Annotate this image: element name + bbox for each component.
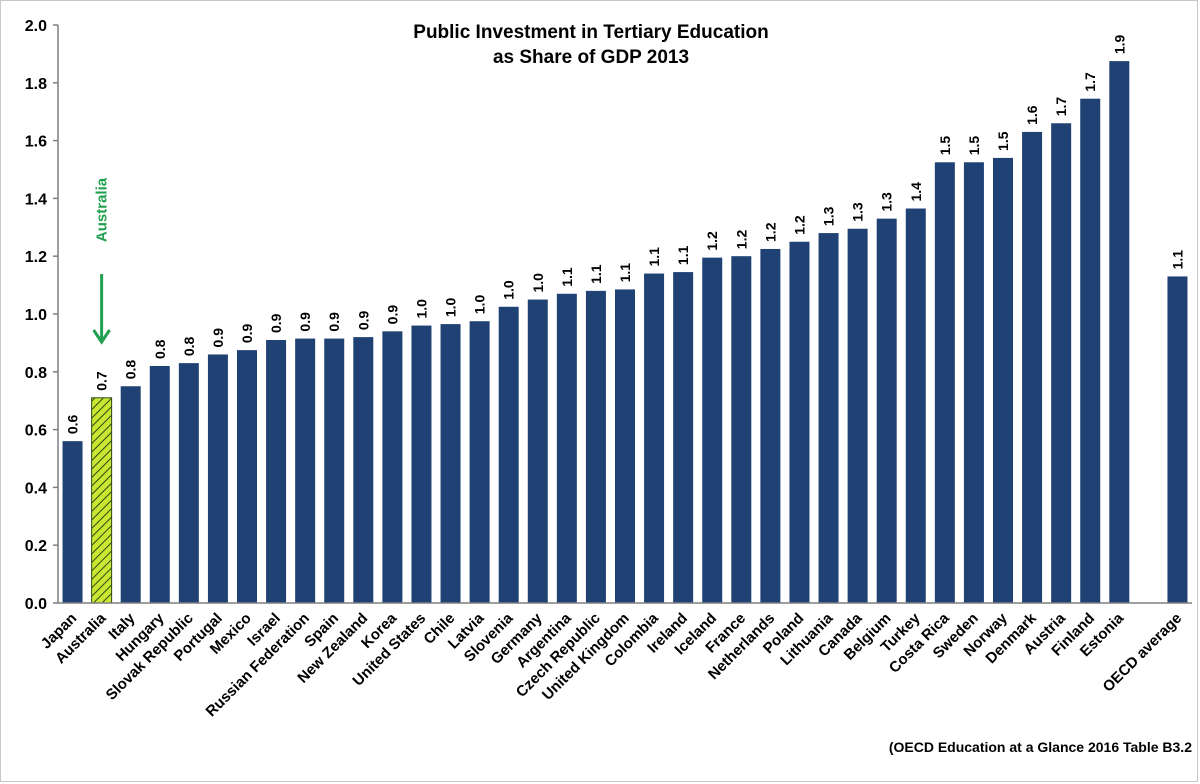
- australia-annotation: Australia: [94, 177, 111, 242]
- bar-belgium: [876, 218, 897, 603]
- value-label: 0.9: [210, 328, 226, 348]
- bar-russian-federation: [295, 338, 316, 603]
- value-label: 0.9: [326, 312, 342, 332]
- value-label: 1.6: [1024, 105, 1040, 125]
- value-label: 1.2: [791, 215, 807, 235]
- value-label: 1.3: [879, 192, 895, 212]
- value-label: 1.3: [850, 202, 866, 222]
- arrow-down-icon: [92, 274, 111, 345]
- bar-oecd-average: [1167, 276, 1188, 603]
- bar-turkey: [905, 208, 926, 603]
- value-label: 1.9: [1111, 34, 1127, 54]
- value-label: 1.5: [937, 136, 953, 156]
- y-tick-label: 0.0: [25, 596, 47, 613]
- bar-united-states: [411, 325, 432, 603]
- bar-japan: [62, 441, 83, 603]
- value-label: 1.0: [472, 295, 488, 315]
- bar-slovenia: [498, 306, 519, 603]
- value-label: 0.6: [65, 414, 81, 434]
- y-tick-label: 0.8: [25, 365, 47, 382]
- value-label: 1.5: [966, 136, 982, 156]
- value-label: 0.9: [297, 312, 313, 332]
- y-axis-ticks: 0.0 0.2 0.4 0.6 0.8 1.0 1.2 1.4 1.6 1.8 2.0: [25, 18, 58, 613]
- bar-new-zealand: [353, 337, 374, 603]
- y-tick-label: 1.0: [25, 307, 47, 324]
- value-label: 1.1: [559, 267, 575, 287]
- value-label: 1.0: [530, 273, 546, 293]
- bar-korea: [382, 331, 403, 603]
- bar-lithuania: [818, 233, 839, 603]
- bar-iceland: [702, 257, 723, 603]
- bar-hungary: [149, 366, 170, 603]
- value-label: 1.3: [821, 206, 837, 226]
- value-label: 1.5: [995, 131, 1011, 151]
- chart-subtitle: as Share of GDP 2013: [493, 47, 689, 68]
- y-tick-label: 1.2: [25, 249, 47, 266]
- value-label: 0.9: [268, 313, 284, 333]
- bar-mexico: [237, 350, 257, 603]
- value-label: 1.2: [762, 222, 778, 242]
- value-label: 1.0: [443, 297, 459, 317]
- bar-estonia: [1109, 61, 1130, 603]
- bar-france: [731, 256, 752, 603]
- bar-colombia: [644, 273, 665, 603]
- value-label: 1.7: [1053, 97, 1069, 117]
- value-label: 0.8: [123, 360, 139, 380]
- bar-germany: [527, 299, 548, 603]
- bar-italy: [120, 386, 141, 603]
- bar-czech-republic: [585, 290, 606, 603]
- value-label: 0.8: [181, 336, 197, 356]
- value-label: 1.2: [704, 231, 720, 251]
- value-label: 1.1: [675, 245, 691, 265]
- bar-denmark: [1022, 131, 1043, 603]
- value-label: 0.9: [384, 305, 400, 325]
- source-note: (OECD Education at a Glance 2016 Table B…: [889, 739, 1192, 755]
- value-label: 1.1: [646, 247, 662, 267]
- bar-austria: [1051, 123, 1072, 603]
- y-tick-label: 1.4: [25, 191, 47, 208]
- bar-israel: [266, 340, 287, 603]
- value-label: 1.7: [1082, 72, 1098, 92]
- bar-norway: [993, 157, 1013, 603]
- y-tick-label: 1.6: [25, 134, 47, 151]
- bar-ireland: [673, 272, 694, 603]
- y-tick-label: 0.4: [25, 480, 47, 497]
- y-tick-label: 0.2: [25, 538, 47, 555]
- value-label: 1.2: [733, 230, 749, 250]
- y-tick-label: 0.6: [25, 423, 47, 440]
- bar-sweden: [963, 162, 984, 603]
- bar-costa-rica: [934, 162, 955, 603]
- value-label: 1.4: [908, 182, 924, 202]
- bar-chile: [440, 324, 461, 603]
- bar-united-kingdom: [615, 289, 635, 603]
- value-label: 1.1: [617, 263, 633, 283]
- bars-group: [62, 61, 1188, 604]
- value-label: 1.0: [501, 280, 517, 300]
- bar-latvia: [469, 321, 490, 603]
- value-label: 1.1: [1169, 250, 1185, 270]
- bar-canada: [847, 228, 868, 603]
- bar-portugal: [207, 354, 228, 603]
- value-label: 0.7: [94, 371, 110, 391]
- value-label: 0.9: [239, 323, 255, 343]
- chart-title: Public Investment in Tertiary Education: [413, 22, 768, 43]
- bar-netherlands: [760, 248, 781, 603]
- value-label: 1.0: [413, 299, 429, 319]
- bar-australia: [91, 397, 113, 604]
- bar-slovak-republic: [178, 363, 199, 603]
- y-tick-label: 2.0: [25, 18, 47, 35]
- bar-spain: [324, 338, 345, 603]
- bar-finland: [1080, 98, 1101, 603]
- value-label: 0.8: [152, 339, 168, 359]
- value-labels-group: 0.6 0.7 0.8 0.8 0.8 0.9 0.9 0.9 0.9 0.9 0.9 0.9 1.0 1…: [65, 34, 1186, 434]
- y-tick-label: 1.8: [25, 76, 47, 93]
- value-label: 1.1: [588, 264, 604, 284]
- bar-poland: [789, 241, 810, 603]
- bar-argentina: [556, 293, 577, 603]
- value-label: 0.9: [355, 310, 371, 330]
